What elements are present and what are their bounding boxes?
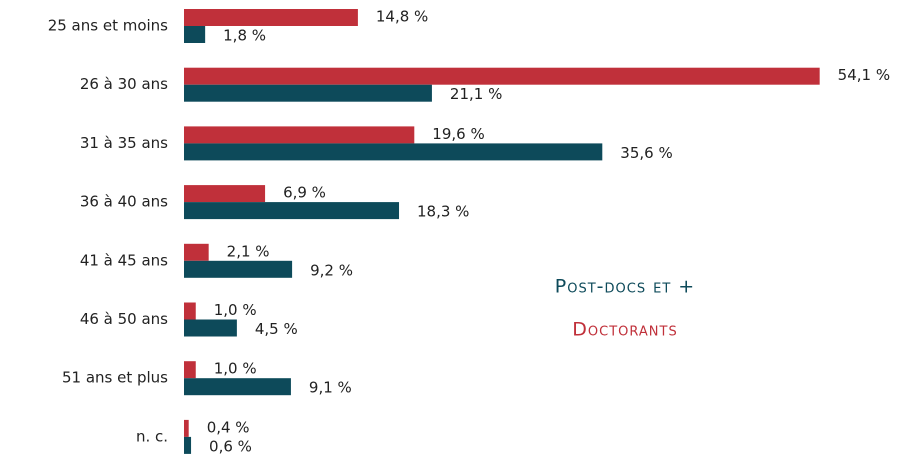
bar: [184, 202, 400, 220]
value-label: 0,6 %: [209, 437, 252, 455]
category-label: 25 ans et moins: [48, 17, 168, 35]
bar: [184, 26, 206, 43]
value-label: 1,8 %: [223, 27, 266, 45]
bar: [184, 436, 192, 454]
bar: [184, 378, 291, 396]
value-label: 14,8 %: [376, 8, 428, 26]
category-label: 36 à 40 ans: [80, 193, 168, 211]
bar: [184, 419, 189, 437]
category-label: n. c.: [136, 427, 168, 445]
bar: [184, 260, 293, 278]
value-label: 18,3 %: [417, 203, 469, 221]
bar: [184, 143, 603, 161]
bar: [184, 319, 237, 337]
value-label: 35,6 %: [620, 144, 672, 162]
value-label: 6,9 %: [283, 184, 326, 202]
bar: [184, 185, 266, 203]
value-label: 0,4 %: [207, 418, 250, 436]
category-label: 31 à 35 ans: [80, 134, 168, 152]
value-label: 21,1 %: [450, 85, 502, 103]
legend-entry: Post-docs et +: [555, 276, 695, 298]
legend-entry: Doctorants: [572, 319, 677, 341]
value-label: 1,0 %: [214, 360, 257, 378]
bar: [184, 9, 358, 26]
bar: [184, 67, 820, 85]
category-label: 26 à 30 ans: [80, 75, 168, 93]
bar: [184, 84, 432, 102]
value-label: 9,1 %: [309, 379, 352, 397]
bar: [184, 243, 209, 261]
value-label: 54,1 %: [838, 66, 890, 84]
value-label: 1,0 %: [214, 301, 257, 319]
value-label: 19,6 %: [432, 125, 484, 143]
bar: [184, 361, 196, 379]
value-label: 9,2 %: [310, 261, 353, 279]
value-label: 4,5 %: [255, 320, 298, 338]
bar: [184, 302, 196, 320]
category-label: 51 ans et plus: [62, 369, 168, 387]
value-label: 2,1 %: [227, 242, 270, 260]
category-label: 46 à 50 ans: [80, 310, 168, 328]
category-label: 41 à 45 ans: [80, 251, 168, 269]
bar: [184, 126, 415, 144]
